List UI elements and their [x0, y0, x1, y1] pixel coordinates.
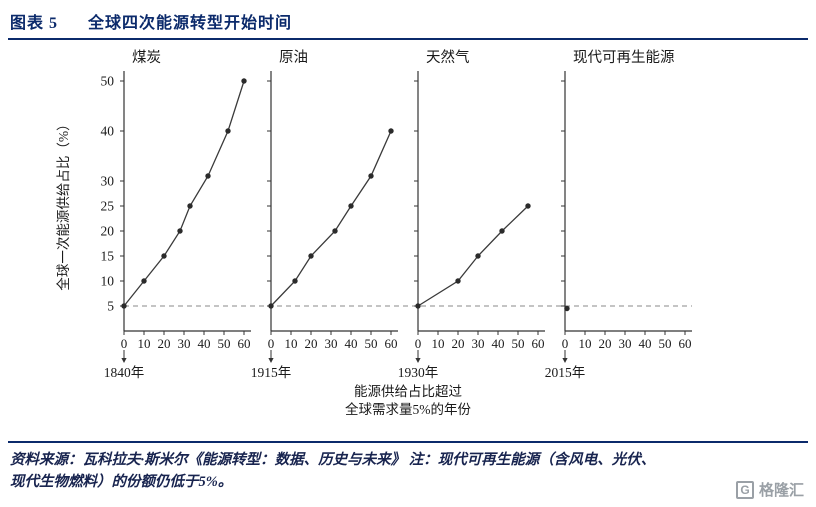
data-point — [308, 253, 314, 259]
y-tick-label: 30 — [101, 174, 115, 189]
x-tick-label: 0 — [415, 336, 422, 351]
x-tick-label: 40 — [639, 336, 652, 351]
series-line — [417, 205, 529, 307]
data-point — [415, 303, 421, 309]
data-point — [388, 128, 394, 134]
figure-header: 图表 5 全球四次能源转型开始时间 — [0, 0, 816, 38]
data-point — [475, 253, 481, 259]
x-tick-label: 10 — [432, 336, 445, 351]
y-axis-title: 全球一次能源供给占比（%） — [55, 117, 71, 290]
x-tick-label: 20 — [599, 336, 612, 351]
header-divider — [8, 38, 808, 40]
data-point — [348, 203, 354, 209]
gelonghui-logo-text: 格隆汇 — [758, 482, 804, 499]
gelonghui-logo: G 格隆汇 — [735, 479, 804, 500]
x-tick-label: 60 — [238, 336, 251, 351]
x-tick-label: 0 — [562, 336, 569, 351]
chart-area: 0 10 20 30 40 50 60 煤炭 1840年 0 10 20 30 40 50 60 原油 1915年… — [52, 46, 816, 427]
figure-number: 图表 5 — [10, 15, 59, 32]
data-point — [525, 203, 531, 209]
x-tick-label: 10 — [138, 336, 151, 351]
data-point — [141, 278, 147, 284]
series-line — [270, 130, 392, 307]
y-tick-label: 40 — [101, 124, 115, 139]
data-point — [187, 203, 193, 209]
x-tick-label: 10 — [285, 336, 298, 351]
start-year-label: 1930年 — [398, 365, 439, 380]
y-tick-label: 25 — [101, 199, 115, 214]
year-arrow — [268, 358, 274, 363]
x-tick-label: 60 — [679, 336, 692, 351]
data-point — [564, 305, 570, 312]
series-line — [123, 80, 245, 307]
panel-title: 原油 — [279, 49, 308, 66]
data-point — [268, 303, 274, 309]
x-tick-label: 0 — [268, 336, 275, 351]
x-tick-label: 20 — [305, 336, 318, 351]
start-year-label: 1915年 — [251, 365, 292, 380]
start-year-label: 2015年 — [545, 365, 586, 380]
y-tick-label: 20 — [101, 224, 115, 239]
x-axis-title-line1: 能源供给占比超过 — [354, 384, 462, 399]
source-note-line1: 资料来源：瓦科拉夫·斯米尔《能源转型：数据、历史与未来》 注：现代可再生能源（含… — [10, 452, 656, 468]
start-year-label: 1840年 — [104, 365, 145, 380]
x-tick-label: 20 — [158, 336, 171, 351]
x-tick-label: 50 — [512, 336, 525, 351]
x-tick-label: 60 — [385, 336, 398, 351]
data-point — [292, 278, 298, 284]
x-tick-label: 40 — [345, 336, 358, 351]
data-point — [121, 303, 127, 309]
year-arrow — [562, 358, 568, 363]
x-tick-label: 30 — [178, 336, 191, 351]
panel-title: 天然气 — [426, 49, 470, 66]
data-point — [499, 228, 505, 234]
data-point — [177, 228, 183, 234]
y-tick-label: 50 — [101, 74, 115, 89]
data-point — [332, 228, 338, 234]
figure-title: 全球四次能源转型开始时间 — [88, 15, 293, 32]
x-axis-title-line2: 全球需求量5%的年份 — [345, 401, 471, 417]
x-tick-label: 50 — [659, 336, 672, 351]
x-tick-label: 60 — [532, 336, 545, 351]
y-tick-label: 15 — [101, 249, 115, 264]
data-point — [368, 173, 374, 179]
data-point — [225, 128, 231, 134]
x-tick-label: 30 — [619, 336, 632, 351]
footer-divider — [8, 441, 808, 443]
x-tick-label: 50 — [365, 336, 378, 351]
data-point — [455, 278, 461, 284]
y-tick-label: 5 — [107, 299, 114, 314]
panel-title: 煤炭 — [132, 49, 161, 66]
source-note: 资料来源：瓦科拉夫·斯米尔《能源转型：数据、历史与未来》 注：现代可再生能源（含… — [10, 449, 756, 494]
x-tick-label: 50 — [218, 336, 231, 351]
source-note-line2: 现代生物燃料）的份额仍低于5%。 — [10, 474, 233, 491]
gelonghui-logo-icon: G — [735, 480, 754, 499]
x-tick-label: 40 — [492, 336, 505, 351]
data-point — [241, 78, 247, 84]
x-tick-label: 30 — [325, 336, 338, 351]
x-tick-label: 20 — [452, 336, 465, 351]
x-tick-label: 40 — [198, 336, 211, 351]
data-point — [161, 253, 167, 259]
panel-title: 现代可再生能源 — [573, 49, 675, 66]
x-tick-label: 30 — [472, 336, 485, 351]
year-arrow — [121, 358, 127, 363]
x-tick-label: 10 — [579, 336, 592, 351]
y-tick-label: 10 — [101, 274, 115, 289]
x-tick-label: 0 — [121, 336, 128, 351]
data-point — [205, 173, 211, 179]
year-arrow — [415, 358, 421, 363]
